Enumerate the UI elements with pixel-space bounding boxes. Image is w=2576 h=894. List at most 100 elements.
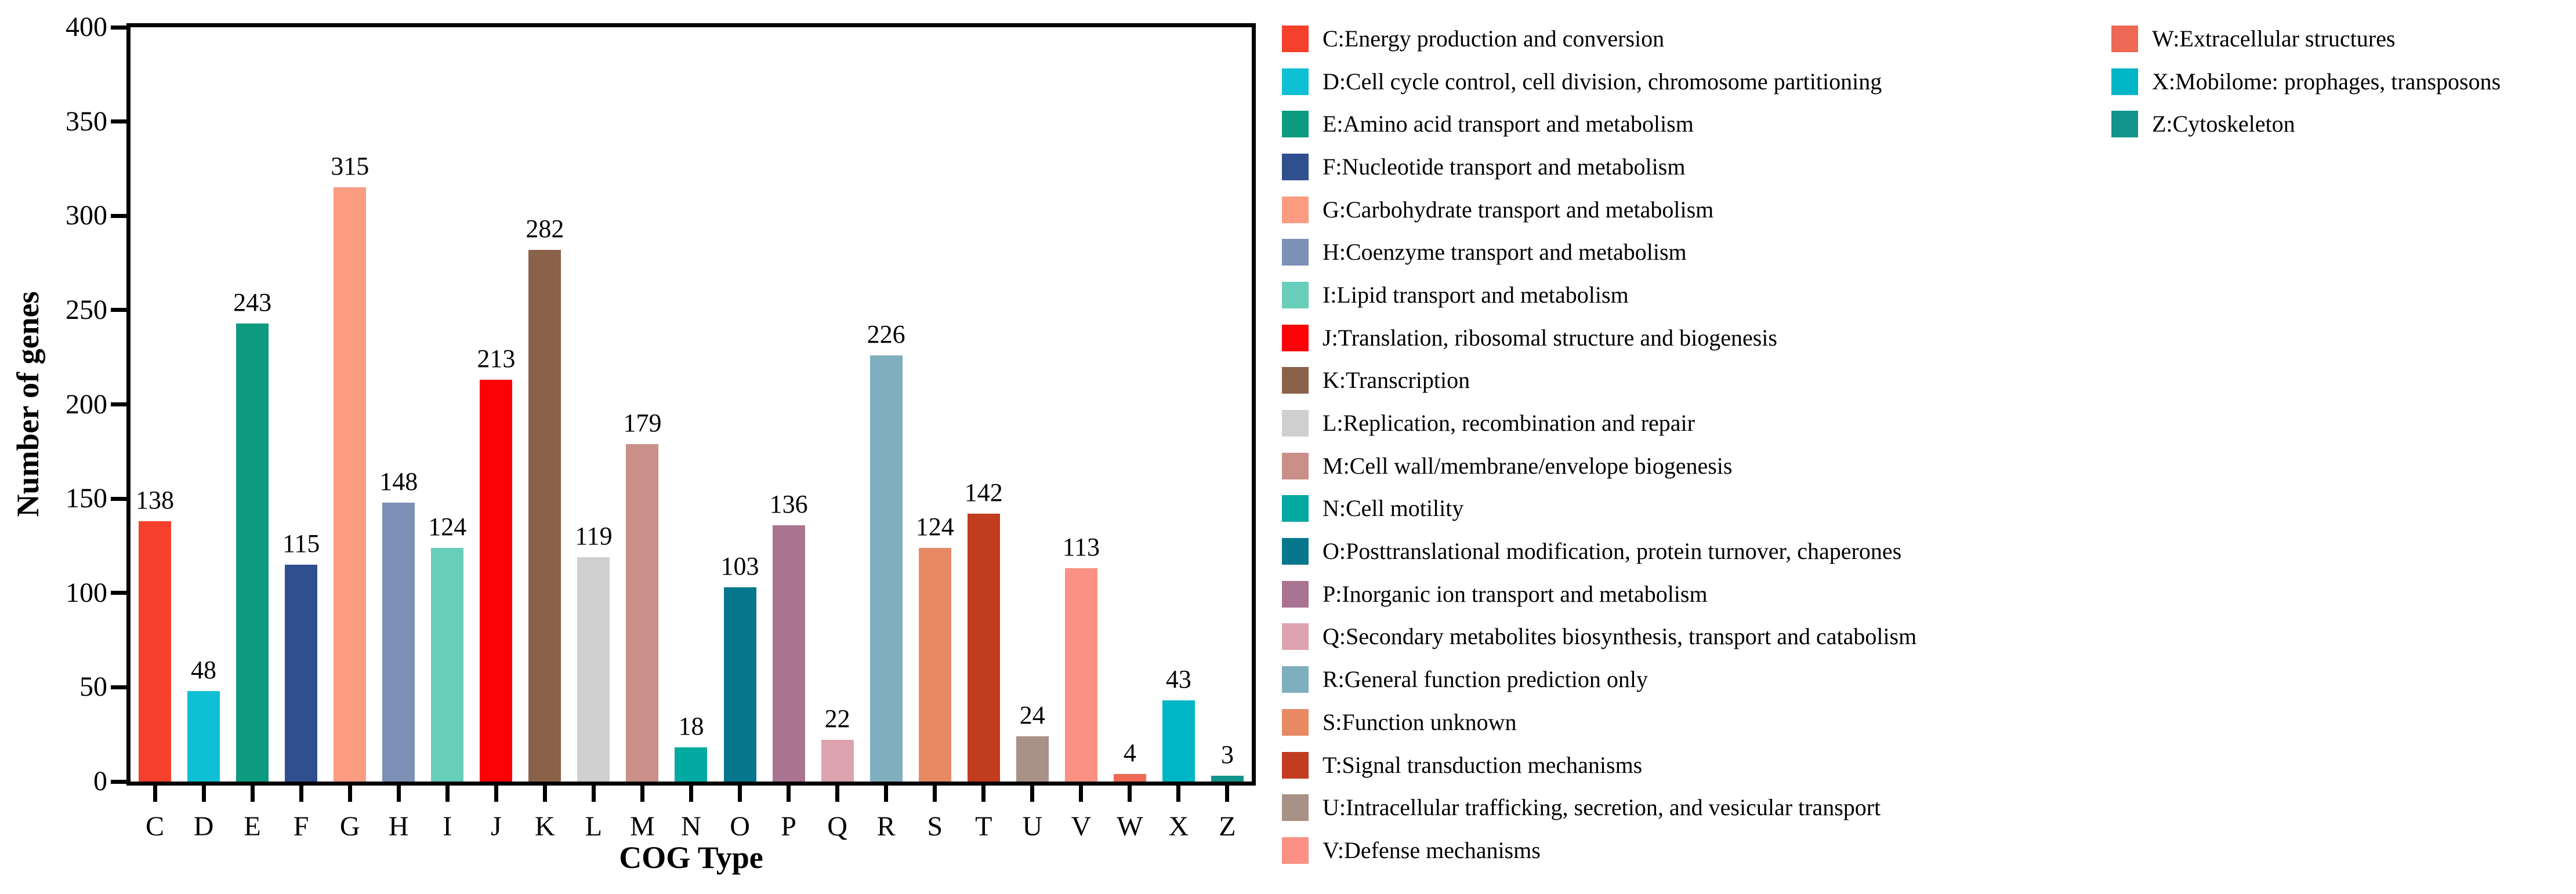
y-tick-label-300: 300 [66,200,107,231]
legend-item-G: G:Carbohydrate transport and metabolism [1282,188,1916,231]
legend-label-P: P:Inorganic ion transport and metabolism [1323,580,1708,607]
legend-item-V: V:Defense mechanisms [1282,829,1916,872]
legend-label-D: D:Cell cycle control, cell division, chr… [1323,68,1882,95]
category-slot-V: 113 V [1057,27,1106,842]
x-tick-S [933,786,937,802]
x-tick-U [1030,786,1035,802]
bar-value-label-N: 18 [678,712,704,741]
x-category-label-N: N [681,811,701,842]
x-category-label-J: J [490,811,502,842]
x-category-label-R: R [876,811,896,842]
color-swatch-E [1282,111,1309,138]
legend-label-R: R:General function prediction only [1323,666,1648,693]
bar-value-label-L: 119 [575,521,613,550]
x-category-label-G: G [339,811,360,842]
x-category-label-T: T [975,811,992,842]
legend-item-X: X:Mobilome: prophages, transposons [2111,60,2501,103]
y-tick-label-150: 150 [66,483,107,514]
legend-item-U: U:Intracellular trafficking, secretion, … [1282,786,1916,829]
category-slot-K: 282 K [520,27,569,841]
bar-value-label-F: 115 [282,529,320,558]
bar-H [382,502,415,782]
legend-item-T: T:Signal transduction mechanisms [1282,744,1916,787]
bar-value-label-D: 48 [191,655,217,684]
color-swatch-U [1282,794,1309,822]
x-tick-N [689,786,693,802]
x-tick-H [396,786,401,802]
x-tick-C [153,786,157,802]
y-tick-label-0: 0 [93,766,107,797]
bar-Q [821,740,854,782]
legend-item-O: O:Posttranslational modification, protei… [1282,530,1916,573]
x-category-label-S: S [927,811,943,842]
category-slot-R: 226 R [862,27,911,841]
x-tick-W [1128,786,1132,802]
color-swatch-R [1282,666,1309,693]
x-tick-E [250,786,255,802]
bar-W [1113,774,1146,782]
y-tick-mark-50 [111,685,126,689]
category-slot-L: 119 L [569,27,618,841]
bar-G [334,187,367,782]
category-slot-E: 243 E [228,27,277,841]
category-slot-H: 148 H [374,27,423,841]
category-slot-O: 103 O [716,27,765,842]
legend-label-M: M:Cell wall/membrane/envelope biogenesis [1323,452,1733,479]
x-category-label-C: C [146,811,165,842]
x-category-label-X: X [1168,811,1189,842]
category-slot-D: 48 D [179,27,228,842]
legend-item-F: F:Nucleotide transport and metabolism [1282,146,1916,188]
legend-label-Q: Q:Secondary metabolites biosynthesis, tr… [1323,623,1917,650]
category-slot-C: 138 C [131,27,179,842]
x-category-label-O: O [730,811,750,842]
bar-X [1162,700,1195,782]
color-swatch-F [1282,153,1309,180]
legend-item-I: I:Lipid transport and metabolism [1282,274,1916,317]
x-category-label-V: V [1071,811,1092,842]
color-swatch-J [1282,324,1309,351]
legend-item-R: R:General function prediction only [1282,658,1916,701]
bar-value-label-M: 179 [623,408,662,437]
y-tick-mark-350 [111,119,126,124]
y-tick-mark-100 [111,591,126,595]
legend-label-U: U:Intracellular trafficking, secretion, … [1323,794,1881,821]
legend-item-S: S:Function unknown [1282,701,1916,744]
color-swatch-W [2111,25,2138,52]
bar-value-label-G: 315 [331,152,369,181]
color-swatch-V [1282,837,1309,864]
x-category-label-D: D [193,811,214,842]
color-swatch-D [1282,68,1309,95]
category-slot-S: 124 S [911,27,959,841]
y-tick-mark-200 [111,402,126,406]
x-category-label-Z: Z [1219,811,1236,842]
legend-label-W: W:Extracellular structures [2152,25,2396,52]
y-tick-mark-250 [111,308,126,312]
legend-label-Z: Z:Cytoskeleton [2152,111,2295,137]
legend-label-E: E:Amino acid transport and metabolism [1323,111,1694,137]
x-tick-V [1079,786,1084,802]
color-swatch-Z [2111,111,2138,138]
bar-O [723,587,756,782]
legend-item-N: N:Cell motility [1282,488,1916,530]
bar-K [528,249,561,782]
legend-item-K: K:Transcription [1282,359,1916,402]
legend-label-O: O:Posttranslational modification, protei… [1323,538,1902,565]
legend-label-L: L:Replication, recombination and repair [1323,410,1695,437]
bar-value-label-U: 24 [1019,700,1045,729]
x-tick-J [494,786,498,802]
legend-label-V: V:Defense mechanisms [1323,837,1541,863]
legend-item-C: C:Energy production and conversion [1282,17,1916,60]
bar-value-label-I: 124 [428,512,467,541]
legend-item-Q: Q:Secondary metabolites biosynthesis, tr… [1282,616,1916,659]
bar-R [869,355,903,782]
category-slot-F: 115 F [277,27,325,841]
color-swatch-Q [1282,623,1309,650]
bar-value-label-J: 213 [477,344,516,373]
bar-C [139,521,172,782]
legend-label-I: I:Lipid transport and metabolism [1323,281,1629,308]
x-tick-F [299,786,303,802]
y-tick-label-50: 50 [79,671,107,703]
x-category-label-W: W [1117,811,1143,842]
